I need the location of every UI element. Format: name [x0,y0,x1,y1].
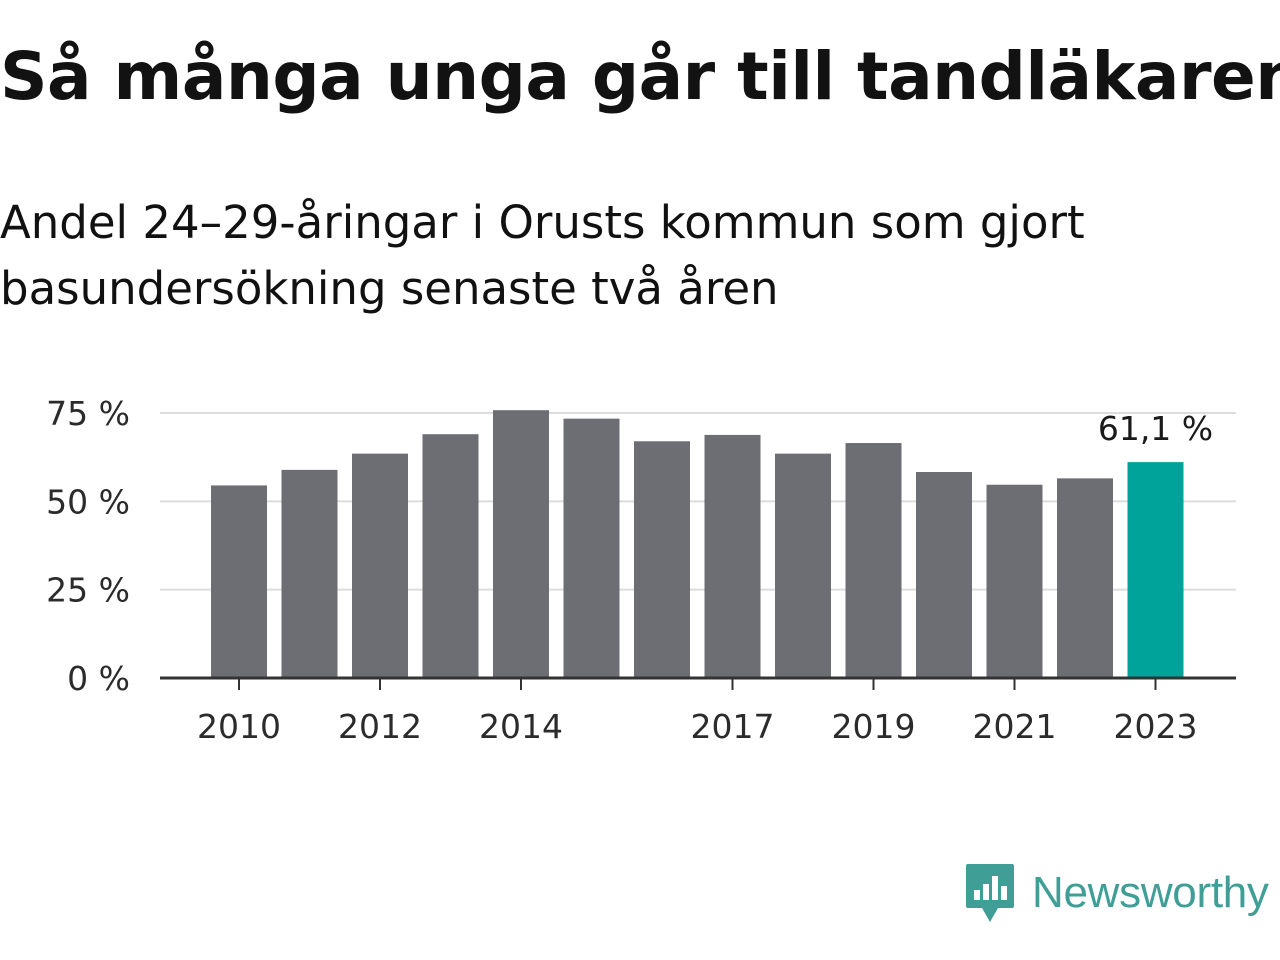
y-tick-label: 75 % [46,394,130,433]
bar [775,453,831,678]
x-tick-label: 2012 [338,707,422,746]
brand-logo: Newsworthy [964,862,1269,924]
x-tick-label: 2010 [197,707,281,746]
bar [1057,478,1113,678]
bar [634,441,690,678]
data-label: 61,1 % [1098,409,1213,448]
bar [704,434,761,678]
bar-highlight [1127,462,1184,678]
bar [352,453,408,678]
x-tick-label: 2014 [479,707,563,746]
chart-title: Så många unga går till tandläkaren [0,38,1280,115]
bar [211,485,267,678]
bar [916,472,972,678]
brand-name: Newsworthy [1032,868,1269,917]
bar [422,434,479,678]
x-tick-label: 2021 [973,707,1057,746]
chart-subtitle: Andel 24–29-åringar i Orusts kommun som … [0,196,1085,315]
y-tick-label: 25 % [46,571,130,610]
bar [281,469,338,678]
x-tick-label: 2017 [691,707,775,746]
y-tick-label: 0 % [67,659,130,698]
bar [986,484,1043,678]
bar [563,418,620,678]
bar [845,443,902,678]
x-tick-label: 2019 [832,707,916,746]
y-tick-label: 50 % [46,482,130,521]
newsworthy-logo-icon [966,864,1014,922]
x-tick-label: 2023 [1114,707,1198,746]
bar-chart: 0 % 25 % 50 % 75 % 61,1 % 2010 2012 2014 2017 201… [46,394,1236,746]
bar [493,410,549,678]
